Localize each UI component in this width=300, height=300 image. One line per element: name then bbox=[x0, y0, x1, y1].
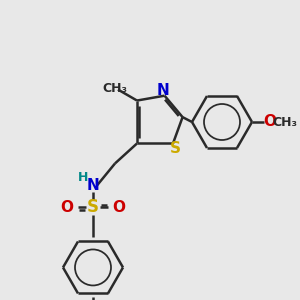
Text: N: N bbox=[156, 83, 169, 98]
Text: CH₃: CH₃ bbox=[103, 82, 128, 94]
Text: O: O bbox=[112, 200, 125, 215]
Text: H: H bbox=[78, 171, 88, 184]
Text: S: S bbox=[169, 141, 181, 156]
Text: O: O bbox=[263, 115, 277, 130]
Text: CH₃: CH₃ bbox=[272, 116, 298, 128]
Text: S: S bbox=[87, 198, 99, 216]
Text: N: N bbox=[87, 178, 99, 193]
Text: O: O bbox=[61, 200, 74, 215]
